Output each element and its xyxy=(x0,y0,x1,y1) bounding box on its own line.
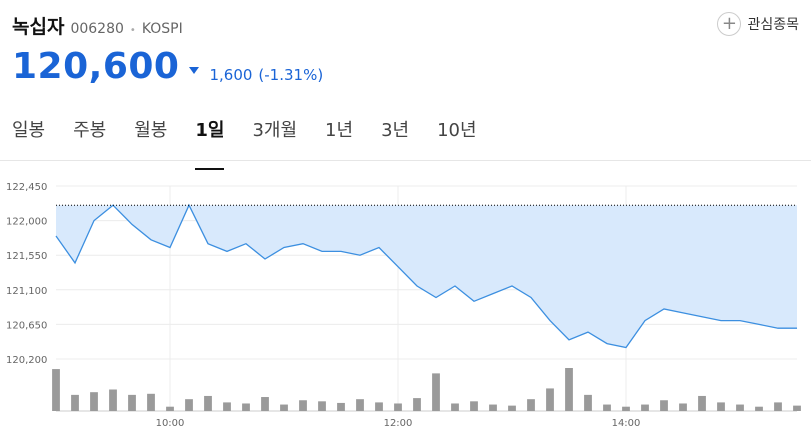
volume-bar xyxy=(603,404,611,411)
price-area xyxy=(55,203,798,349)
price-line xyxy=(55,203,797,349)
volume-bar xyxy=(71,394,79,411)
volume-bar xyxy=(451,403,459,411)
volume-bar xyxy=(793,405,801,411)
add-favorite-button[interactable]: + 관심종목 xyxy=(717,12,799,36)
volume-bar xyxy=(337,402,345,411)
stock-name: 녹십자 xyxy=(12,16,65,38)
volume-bar xyxy=(755,406,763,411)
x-axis: 10:00 12:00 14:00 xyxy=(156,418,641,429)
x-tick-label: 12:00 xyxy=(384,418,413,429)
y-tick-label: 122,450 xyxy=(6,182,47,193)
volume-bar xyxy=(223,402,231,411)
y-tick-label: 120,650 xyxy=(6,320,47,331)
volume-bars xyxy=(52,368,801,411)
volume-bar xyxy=(375,402,383,411)
price-change: 1,600 (-1.31%) xyxy=(189,66,323,84)
volume-bar xyxy=(489,404,497,411)
change-percent: (-1.31%) xyxy=(258,65,324,84)
tab-3years[interactable]: 3년 xyxy=(381,120,410,141)
price-row: 120,600 1,600 (-1.31%) xyxy=(12,46,323,87)
y-tick-label: 121,550 xyxy=(6,251,47,262)
current-price: 120,600 xyxy=(12,46,180,87)
y-tick-label: 122,000 xyxy=(6,217,47,228)
y-tick-label: 121,100 xyxy=(6,286,47,297)
volume-bar xyxy=(584,394,592,411)
tab-10years[interactable]: 10년 xyxy=(437,120,477,141)
volume-bar xyxy=(318,401,326,411)
tab-1year[interactable]: 1년 xyxy=(325,120,354,141)
down-triangle-icon xyxy=(189,67,200,74)
tab-3months[interactable]: 3개월 xyxy=(252,120,298,141)
favorite-label: 관심종목 xyxy=(747,17,799,33)
volume-bar xyxy=(394,403,402,411)
below-close-fill xyxy=(56,205,797,348)
x-tick-label: 10:00 xyxy=(156,418,185,429)
volume-bar xyxy=(128,394,136,411)
volume-bar xyxy=(413,398,421,411)
volume-bar xyxy=(432,373,440,411)
tabs-divider xyxy=(0,160,811,161)
volume-bar xyxy=(717,402,725,411)
stock-code: 006280 xyxy=(70,21,124,37)
stock-header: 녹십자 006280 • KOSPI + 관심종목 xyxy=(12,12,799,42)
y-axis: 122,450 122,000 121,550 121,100 120,650 120,2… xyxy=(6,182,47,366)
volume-bar xyxy=(242,403,250,411)
y-tick-label: 120,200 xyxy=(6,355,47,366)
separator-dot: • xyxy=(129,25,136,36)
tab-daily[interactable]: 일봉 xyxy=(12,120,46,141)
volume-bar xyxy=(698,395,706,411)
volume-bar xyxy=(774,402,782,411)
volume-bar xyxy=(166,406,174,411)
volume-bar xyxy=(52,369,60,411)
volume-bar xyxy=(299,400,307,411)
volume-bar xyxy=(147,393,155,411)
volume-bar xyxy=(527,399,535,411)
volume-bar xyxy=(185,399,193,411)
volume-bar xyxy=(679,403,687,411)
plus-icon: + xyxy=(717,12,742,36)
tab-monthly[interactable]: 월봉 xyxy=(134,120,168,141)
volume-bar xyxy=(109,389,117,411)
volume-bar xyxy=(261,397,269,411)
volume-bar xyxy=(660,400,668,411)
volume-bar xyxy=(90,392,98,411)
market-name: KOSPI xyxy=(141,21,183,37)
x-tick-label: 14:00 xyxy=(612,418,641,429)
volume-bar xyxy=(508,405,516,411)
volume-bar xyxy=(356,399,364,411)
volume-bar xyxy=(546,388,554,411)
volume-bar xyxy=(204,395,212,411)
volume-bar xyxy=(280,404,288,411)
volume-bar xyxy=(641,404,649,411)
volume-bar xyxy=(565,368,573,411)
tab-1day[interactable]: 1일 xyxy=(195,116,225,170)
title-row: 녹십자 006280 • KOSPI xyxy=(12,12,799,39)
tab-weekly[interactable]: 주봉 xyxy=(73,120,107,141)
period-tabs: 일봉 주봉 월봉 1일 3개월 1년 3년 10년 xyxy=(12,116,505,170)
volume-bar xyxy=(736,404,744,411)
volume-bar xyxy=(622,406,630,411)
change-amount: 1,600 xyxy=(209,65,253,84)
volume-bar xyxy=(470,401,478,411)
